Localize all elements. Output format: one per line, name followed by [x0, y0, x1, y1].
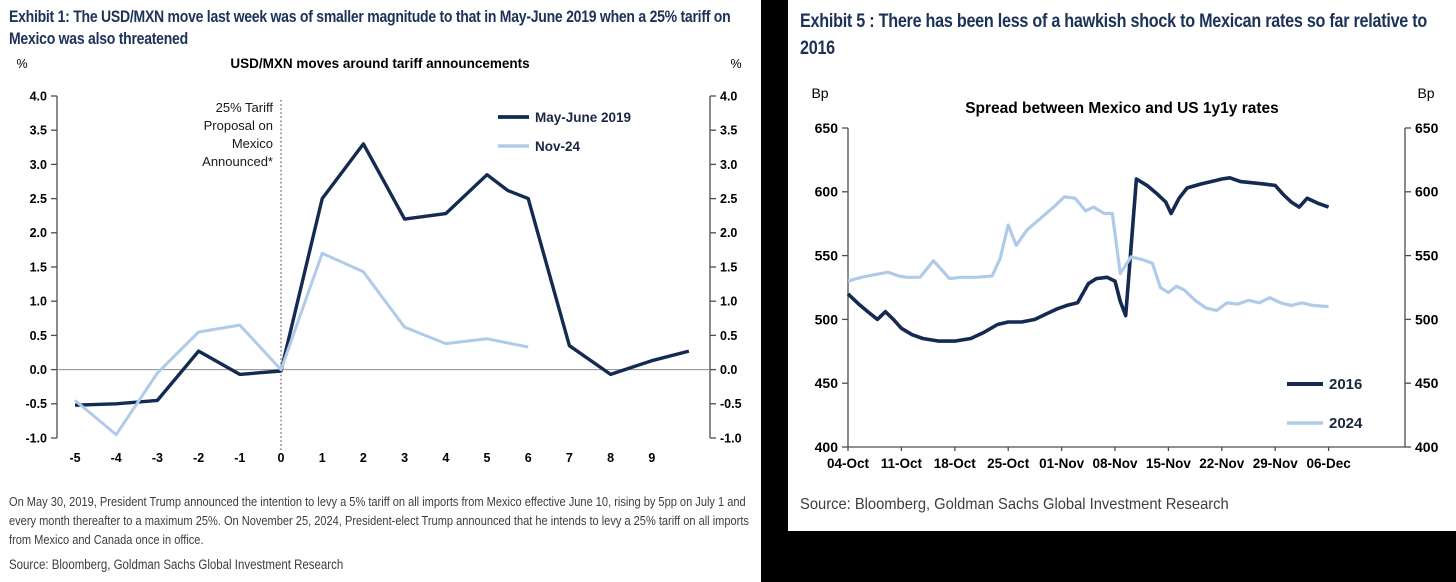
- y-tick-label: -1.0: [720, 431, 742, 445]
- x-tick-label: 9: [648, 451, 655, 465]
- x-tick-label: -3: [152, 451, 163, 465]
- legend-label: Nov-24: [535, 139, 581, 154]
- y-tick-label: 3.0: [30, 158, 47, 172]
- annotation-text: Announced*: [202, 154, 273, 169]
- right-panel-bottom-border: [788, 531, 1456, 582]
- panel-divider: [761, 0, 788, 582]
- x-tick-label: 3: [401, 451, 408, 465]
- y-tick-label: -1.0: [25, 431, 47, 445]
- y-tick-label: 2.0: [720, 226, 737, 240]
- right-exhibit-title: Exhibit 5 : There has been less of a haw…: [800, 11, 1427, 59]
- left-exhibit-panel: Exhibit 1: The USD/MXN move last week wa…: [9, 8, 749, 572]
- x-tick-label: 22-Nov: [1199, 456, 1245, 471]
- usdmxn-tariff-chart: 4.0 4.0 3.5 3.5 3.0 3.0 2.5 2.5 2.0 2.0 1.5 1.5 1.0 1…: [16, 56, 742, 465]
- y-axis-unit-right: Bp: [1417, 85, 1434, 101]
- y-tick-label: 1.5: [30, 260, 47, 274]
- y-tick-label: 450: [1415, 375, 1439, 391]
- y-tick-label: 0.0: [30, 363, 47, 377]
- y-tick-label: 600: [1415, 184, 1439, 200]
- left-source: Source: Bloomberg, Goldman Sachs Global …: [9, 557, 344, 572]
- legend-label: May-June 2019: [535, 110, 631, 125]
- y-tick-label: 0.5: [30, 329, 47, 343]
- x-tick-label: -4: [111, 451, 122, 465]
- y-tick-label: 1.0: [30, 295, 47, 309]
- y-tick-label: 650: [1415, 120, 1439, 136]
- series-line-2016: [846, 176, 1330, 343]
- right-source: Source: Bloomberg, Goldman Sachs Global …: [800, 496, 1229, 513]
- x-tick-label: 18-Oct: [934, 456, 977, 471]
- legend-label: 2024: [1329, 415, 1363, 432]
- y-tick-label: 650: [815, 120, 839, 136]
- x-tick-label: 08-Nov: [1092, 456, 1138, 471]
- y-axis-unit-right: %: [730, 57, 741, 71]
- y-tick-label: 4.0: [30, 89, 47, 103]
- y-tick-label: 2.5: [30, 192, 47, 206]
- x-tick-label: 6: [525, 451, 532, 465]
- y-tick-label: 2.5: [720, 192, 737, 206]
- chart-title: USD/MXN moves around tariff announcement…: [230, 56, 529, 71]
- x-tick-label: 2: [360, 451, 367, 465]
- y-tick-label: 450: [815, 375, 839, 391]
- y-tick-label: 0.0: [720, 363, 737, 377]
- y-tick-label: 400: [815, 439, 839, 455]
- y-tick-label: 400: [1415, 439, 1439, 455]
- x-tick-label: 8: [607, 451, 614, 465]
- x-tick-label: -5: [69, 451, 80, 465]
- y-tick-label: 0.5: [720, 329, 737, 343]
- legend-label: 2016: [1329, 376, 1362, 393]
- y-axis-unit-left: Bp: [811, 85, 828, 101]
- x-tick-label: 04-Oct: [827, 456, 870, 471]
- x-tick-label: 11-Oct: [881, 456, 923, 471]
- y-tick-label: 550: [815, 248, 839, 264]
- y-tick-label: 3.5: [30, 124, 47, 138]
- x-tick-label: -2: [193, 451, 204, 465]
- x-tick-label: 0: [278, 451, 285, 465]
- series-line-nov-24: [74, 251, 529, 437]
- y-tick-label: -0.5: [720, 397, 742, 411]
- x-tick-label: 06-Dec: [1306, 456, 1351, 471]
- y-tick-label: 1.0: [720, 295, 737, 309]
- x-tick-label: 4: [442, 451, 449, 465]
- x-tick-label: 1: [319, 451, 326, 465]
- annotation-text: Mexico: [232, 136, 273, 151]
- y-tick-label: 600: [815, 184, 839, 200]
- left-exhibit-title: Exhibit 1: The USD/MXN move last week wa…: [9, 8, 731, 48]
- x-tick-label: 29-Nov: [1253, 456, 1299, 471]
- y-tick-label: 3.0: [720, 158, 737, 172]
- x-tick-label: 25-Oct: [987, 456, 1030, 471]
- y-tick-label: 500: [815, 311, 839, 327]
- y-tick-label: -0.5: [25, 397, 47, 411]
- y-axis-unit-left: %: [16, 57, 27, 71]
- right-exhibit-panel: Exhibit 5 : There has been less of a haw…: [788, 0, 1456, 582]
- x-tick-label: 01-Nov: [1039, 456, 1085, 471]
- x-tick-label: -1: [234, 451, 245, 465]
- y-tick-label: 550: [1415, 248, 1439, 264]
- left-footnote: On May 30, 2019, President Trump announc…: [9, 494, 749, 547]
- x-tick-label: 15-Nov: [1146, 456, 1192, 471]
- series-line-2024: [847, 195, 1329, 313]
- annotation-text: 25% Tariff: [216, 100, 274, 115]
- chart-title: Spread between Mexico and US 1y1y rates: [965, 100, 1279, 117]
- y-tick-label: 500: [1415, 311, 1439, 327]
- y-tick-label: 1.5: [720, 260, 737, 274]
- x-tick-label: 5: [484, 451, 491, 465]
- y-tick-label: 3.5: [720, 124, 737, 138]
- series-line-may-june-2019: [74, 142, 690, 407]
- x-tick-label: 7: [566, 451, 573, 465]
- annotation-text: Proposal on: [204, 118, 273, 133]
- y-tick-label: 2.0: [30, 226, 47, 240]
- y-tick-label: 4.0: [720, 89, 737, 103]
